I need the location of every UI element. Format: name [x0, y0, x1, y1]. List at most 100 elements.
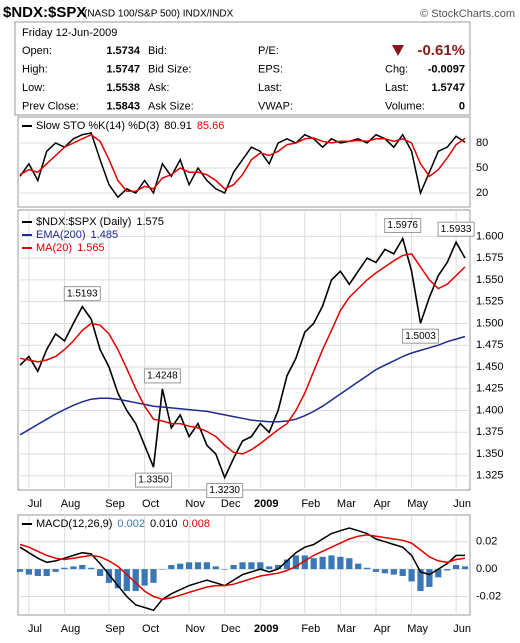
annotation-box [437, 221, 475, 237]
y-tick-label: 1.325 [476, 470, 504, 482]
histogram-bar [381, 569, 389, 574]
histogram-bar [52, 569, 59, 572]
histogram-bar [34, 569, 41, 576]
info-value: 1.5747 [106, 63, 140, 75]
symbol-name: (NASD 100/S&P 500) INDX/INDX [84, 9, 234, 20]
panel-frame [17, 514, 471, 616]
histogram-bar [444, 569, 451, 571]
histogram-bar [230, 565, 237, 570]
legend-name: MA(20) [36, 242, 72, 254]
histogram-bar [150, 569, 157, 583]
date: Friday 12-Jun-2009 [22, 27, 117, 39]
legend-name: EMA(200) [36, 229, 86, 241]
histogram-bar [408, 569, 415, 582]
histogram-bar [212, 566, 219, 570]
y-tick-label: 20 [476, 187, 488, 199]
histogram-bar [70, 566, 77, 570]
histogram-bar [399, 569, 406, 576]
histogram-bar [292, 555, 300, 570]
histogram-bar [141, 569, 148, 586]
y-tick-label: 1.575 [476, 252, 504, 264]
histogram-bar [461, 566, 469, 570]
x-tick-label: Sep [105, 498, 125, 510]
histogram-bar [301, 555, 308, 570]
legend-value: 1.575 [136, 216, 164, 228]
symbol: $NDX:$SPX [3, 4, 86, 21]
annotation: 1.3350 [138, 475, 169, 486]
info-label: EPS: [258, 63, 283, 75]
histogram-bar [257, 562, 264, 570]
histogram-bar [363, 567, 371, 570]
histogram-bar [435, 569, 442, 578]
legend: Slow STO %K(14) %D(3) 80.91 85.66 [36, 120, 224, 132]
histogram-bar [319, 556, 326, 570]
x-tick-label: Apr [373, 623, 390, 635]
info-label: High: [22, 63, 48, 75]
histogram-bar [372, 569, 380, 572]
info-value: 1.5538 [106, 82, 140, 94]
histogram-bar [452, 565, 460, 570]
info-label: VWAP: [258, 100, 293, 112]
histogram-bar [43, 569, 50, 576]
x-tick-label: Dec [221, 498, 241, 510]
x-tick-label: Jun [453, 623, 471, 635]
histogram-bar [328, 555, 335, 570]
histogram-bar [159, 569, 166, 570]
legend-value: 1.485 [91, 229, 119, 241]
histogram-bar [221, 569, 228, 570]
annotation-box [206, 483, 244, 499]
info-label: Ask Size: [148, 100, 194, 112]
annotation-box [63, 286, 101, 302]
legend-value: 85.66 [197, 120, 225, 132]
x-tick-label: Feb [301, 498, 320, 510]
info-label: Low: [22, 82, 45, 94]
histogram-bar [355, 563, 362, 570]
histogram-bar [310, 558, 317, 570]
change-percent: -0.61% [417, 42, 465, 59]
legend: EMA(200) 1.485 [36, 229, 118, 241]
y-tick-label: 0.02 [476, 536, 497, 548]
x-tick-label: Nov [185, 498, 205, 510]
annotation: 1.5976 [387, 220, 418, 231]
info-label: P/E: [258, 45, 279, 57]
x-tick-label: Feb [301, 623, 320, 635]
annotation-box [135, 472, 172, 488]
y-tick-label: 1.525 [476, 296, 504, 308]
histogram-bar [426, 569, 433, 587]
y-tick-label: 1.425 [476, 383, 504, 395]
info-label: Chg: [385, 63, 408, 75]
x-tick-label: Apr [373, 498, 390, 510]
line-series [19, 335, 466, 436]
histogram-bar [168, 565, 175, 570]
y-tick-label: 1.600 [476, 230, 504, 242]
legend-value: 80.91 [164, 120, 192, 132]
x-tick-label: Oct [142, 623, 159, 635]
histogram-bar [123, 569, 130, 592]
legend: MACD(12,26,9) 0.002 0.010 0.008 [36, 518, 210, 530]
line-series [19, 252, 466, 455]
info-value: 0 [459, 100, 465, 112]
histogram-bar [25, 569, 33, 575]
x-tick-label: Aug [61, 623, 81, 635]
annotation: 1.5193 [67, 288, 98, 299]
line-series [19, 133, 466, 193]
annotation-box [143, 368, 181, 384]
histogram-bar [194, 562, 202, 570]
legend-value: 1.565 [77, 242, 105, 254]
histogram-bar [266, 566, 273, 570]
down-arrow [392, 45, 404, 56]
y-tick-label: 1.400 [476, 404, 504, 416]
x-tick-label: Nov [185, 623, 205, 635]
histogram-bar [390, 569, 397, 575]
line-series [19, 132, 466, 199]
x-tick-label: Aug [61, 498, 81, 510]
info-label: Volume: [385, 100, 425, 112]
panel-frame [17, 209, 471, 491]
info-value: -0.0097 [428, 63, 465, 75]
histogram-bar [61, 567, 68, 570]
y-tick-label: 80 [476, 137, 488, 149]
x-tick-label: 2009 [254, 498, 278, 510]
histogram-bar [177, 563, 184, 570]
x-tick-label: Jul [28, 498, 42, 510]
